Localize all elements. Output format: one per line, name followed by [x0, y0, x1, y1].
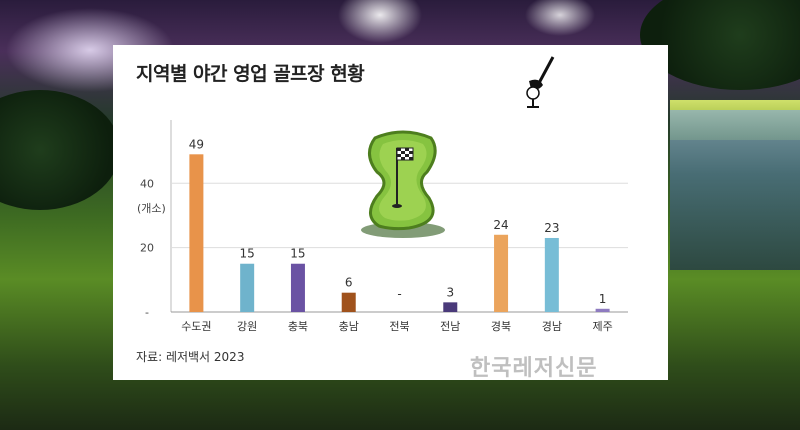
x-tick-label: 수도권 — [181, 320, 211, 333]
data-label: - — [397, 287, 401, 301]
x-tick-label: 제주 — [592, 320, 612, 333]
x-tick-label: 충남 — [339, 320, 359, 333]
data-label: 15 — [290, 247, 305, 261]
x-tick-label: 경북 — [491, 320, 511, 333]
bar — [341, 292, 356, 312]
x-tick-label: 전남 — [440, 320, 460, 333]
x-tick-label: 경남 — [542, 320, 562, 333]
chart-panel: 지역별 야간 영업 골프장 현황 - 20 40 49 수도권 15 강원 15 충북 6 충남 - 전… — [113, 45, 668, 380]
data-label: 6 — [345, 276, 353, 290]
y-axis-unit: (개소) — [137, 202, 166, 215]
bar — [443, 302, 458, 312]
data-label: 24 — [493, 218, 508, 232]
bar-chart: - 20 40 49 수도권 15 강원 15 충북 6 충남 - 전북 3 전남 24 경북 23 경남 1 제주 — [140, 120, 628, 333]
golf-club-icon — [526, 56, 555, 108]
bar — [189, 154, 204, 312]
y-tick-label: 20 — [140, 242, 154, 255]
data-label: 49 — [189, 137, 204, 151]
y-tick-label: 40 — [140, 177, 154, 190]
chart-title: 지역별 야간 영업 골프장 현황 — [136, 63, 365, 85]
data-label: 3 — [446, 285, 454, 299]
x-tick-label: 충북 — [288, 320, 308, 333]
x-tick-label: 전북 — [389, 320, 409, 333]
y-tick-label: - — [145, 306, 149, 319]
brand-watermark: 한국레저신문 — [470, 356, 598, 381]
data-label: 23 — [544, 221, 559, 235]
source-note: 자료: 레저백서 2023 — [136, 350, 245, 364]
bar — [240, 263, 255, 312]
bar — [595, 308, 610, 312]
lake-background — [670, 110, 800, 270]
bar — [290, 263, 305, 312]
golf-green-flag-icon — [361, 130, 445, 238]
bar — [544, 237, 559, 312]
x-tick-label: 강원 — [237, 320, 257, 333]
data-label: 15 — [240, 247, 255, 261]
bar — [494, 234, 509, 312]
data-label: 1 — [599, 292, 607, 306]
